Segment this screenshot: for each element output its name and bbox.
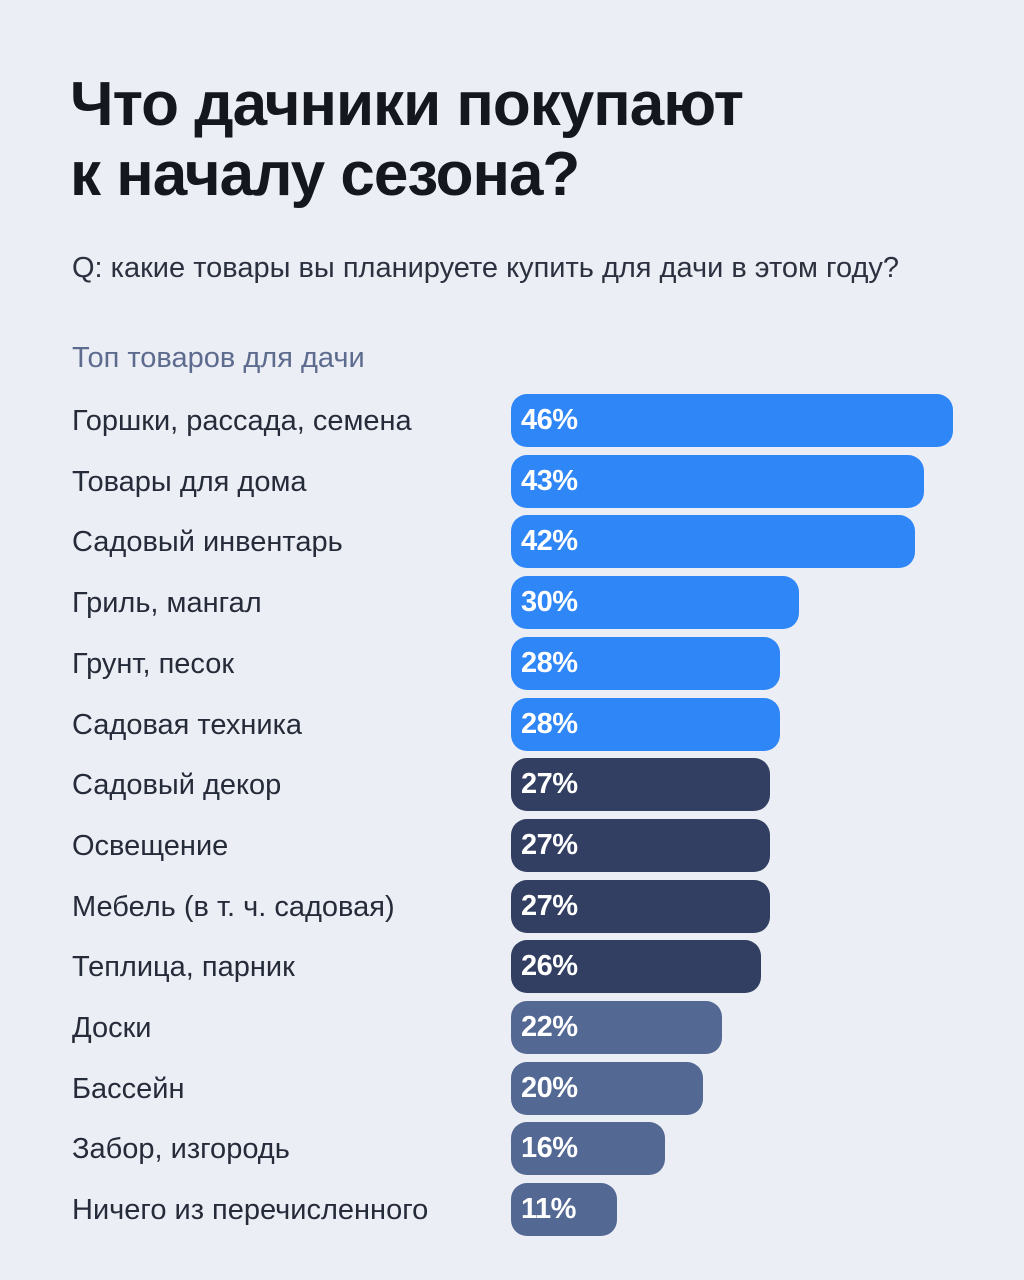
bar-value-label: 46% [521, 404, 578, 436]
bar: 43% [511, 454, 925, 508]
bar: 22% [511, 1001, 723, 1054]
category-label: Теплица, парник [72, 951, 295, 984]
bar: 28% [511, 636, 781, 690]
bar-value-label: 20% [521, 1071, 578, 1104]
category-label: Гриль, мангал [72, 587, 262, 620]
bar-value-label: 28% [521, 646, 578, 679]
category-label: Мебель (в т. ч. садовая) [72, 890, 395, 923]
bar-row: Ничего из перечисленного 11% [0, 1183, 1024, 1237]
bar-row: Доски 22% [0, 1001, 1024, 1055]
category-label: Доски [72, 1012, 152, 1044]
category-label: Садовый инвентарь [72, 526, 343, 559]
bar-row: Садовая техника 28% [0, 697, 1024, 752]
bar-value-label: 43% [521, 464, 578, 497]
bar-value-label: 30% [521, 586, 578, 619]
bar-value-label: 22% [521, 1011, 578, 1043]
chart-title-line-2: к началу сезона? [70, 140, 580, 209]
chart-title: Что дачники покупают к началу сезона? [70, 70, 970, 210]
bar: 30% [511, 576, 800, 630]
bar: 16% [511, 1122, 665, 1176]
bar: 26% [511, 940, 761, 994]
bar: 11% [511, 1183, 617, 1237]
chart-title-line-1: Что дачники покупают [70, 70, 744, 139]
bar-row: Грунт, песок 28% [0, 636, 1024, 691]
bar: 27% [511, 758, 771, 812]
bar: 20% [511, 1061, 704, 1115]
category-label: Бассейн [72, 1072, 185, 1105]
bar-value-label: 27% [521, 768, 578, 801]
bar-row: Садовый декор 27% [0, 758, 1024, 812]
bar: 42% [511, 515, 915, 569]
category-label: Товары для дома [72, 465, 307, 498]
bar-value-label: 42% [521, 525, 578, 558]
bar-row: Бассейн 20% [0, 1061, 1024, 1116]
bar-row: Теплица, парник 26% [0, 940, 1024, 994]
chart-subtitle: Топ товаров для дачи [72, 342, 365, 374]
bar-row: Товары для дома 43% [0, 454, 1024, 509]
category-label: Освещение [72, 829, 229, 862]
bar-value-label: 26% [521, 950, 578, 983]
bar-row: Освещение 27% [0, 818, 1024, 873]
category-label: Ничего из перечисленного [72, 1194, 429, 1227]
bar: 27% [511, 879, 771, 933]
category-label: Горшки, рассада, семена [72, 405, 412, 437]
bar-value-label: 27% [521, 889, 578, 922]
survey-question: Q: какие товары вы планируете купить для… [72, 252, 900, 284]
bar-row: Садовый инвентарь 42% [0, 515, 1024, 569]
bar-value-label: 11% [521, 1193, 576, 1226]
category-label: Забор, изгородь [72, 1133, 290, 1166]
category-label: Садовый декор [72, 769, 282, 802]
category-label: Грунт, песок [72, 647, 235, 680]
bar-value-label: 28% [521, 707, 578, 740]
bar-row: Забор, изгородь 16% [0, 1122, 1024, 1176]
bar-row: Горшки, рассада, семена 46% [0, 394, 1024, 448]
bar-row: Мебель (в т. ч. садовая) 27% [0, 879, 1024, 934]
bar-value-label: 27% [521, 828, 578, 861]
bar: 27% [511, 818, 771, 872]
category-label: Садовая техника [72, 708, 303, 741]
bar: 46% [511, 394, 953, 447]
bar-row: Гриль, мангал 30% [0, 576, 1024, 630]
bar-value-label: 16% [521, 1132, 578, 1165]
bar: 28% [511, 697, 781, 751]
